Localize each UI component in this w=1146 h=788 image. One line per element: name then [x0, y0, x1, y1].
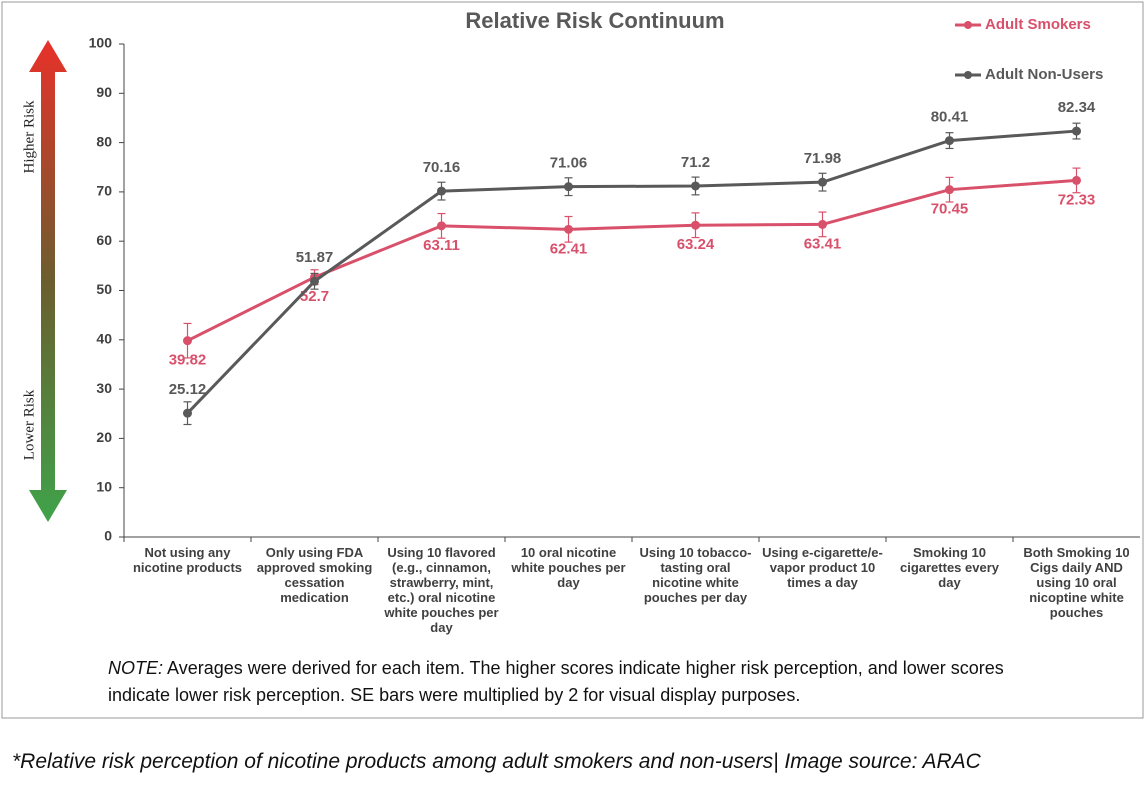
arrow-label-top: Higher Risk	[21, 100, 37, 173]
data-label: 71.2	[681, 154, 710, 171]
point	[945, 136, 954, 146]
x-tick-label: Using 10 tobacco-tasting oral nicotine w…	[639, 545, 752, 605]
data-label: 70.16	[423, 159, 461, 176]
legend-label: Adult Non-Users	[985, 66, 1103, 83]
data-label: 39.82	[169, 352, 207, 369]
chart-title: Relative Risk Continuum	[465, 8, 724, 33]
y-tick-label: 10	[96, 478, 112, 494]
legend-label: Adult Smokers	[985, 16, 1091, 33]
data-label: 63.11	[423, 237, 460, 254]
point	[310, 276, 319, 286]
data-label: 82.34	[1058, 99, 1096, 116]
y-tick-label: 80	[96, 133, 112, 149]
point	[564, 224, 573, 234]
data-label: 62.41	[550, 240, 588, 257]
point	[818, 219, 827, 229]
chart-frame	[1, 1, 1144, 719]
point	[1072, 126, 1081, 136]
x-tick-label: Only using FDA approved smoking cessatio…	[256, 545, 373, 605]
point	[437, 186, 446, 196]
point	[691, 181, 700, 191]
data-label: 72.33	[1058, 191, 1096, 208]
risk-arrow	[29, 40, 67, 522]
point	[437, 221, 446, 231]
point	[564, 182, 573, 192]
y-tick-label: 90	[96, 84, 112, 100]
caption: *Relative risk perception of nicotine pr…	[12, 750, 981, 773]
data-label: 70.45	[931, 201, 969, 218]
point	[183, 408, 192, 418]
arrow-label-bottom: Lower Risk	[21, 389, 37, 460]
series-line	[186, 178, 1077, 343]
data-label: 71.06	[550, 155, 588, 172]
x-tick-label: Not using any nicotine products	[132, 545, 243, 575]
y-tick-label: 0	[104, 528, 112, 544]
note-text: Averages were derived for each item. The…	[108, 658, 1004, 705]
y-tick-label: 60	[96, 232, 112, 248]
legend-marker	[964, 71, 972, 79]
data-label: 51.87	[296, 249, 334, 266]
point	[818, 177, 827, 187]
data-label: 63.24	[677, 236, 715, 253]
x-tick-label: Both Smoking 10 Cigs daily AND using 10 …	[1023, 545, 1130, 620]
note-label: NOTE:	[108, 658, 164, 678]
point	[183, 336, 192, 346]
note: NOTE: Averages were derived for each ite…	[108, 655, 1058, 709]
y-tick-label: 40	[96, 331, 112, 347]
x-tick-label: Using e-cigarette/e-vapor product 10 tim…	[762, 545, 883, 590]
point	[945, 185, 954, 195]
y-tick-label: 100	[89, 35, 113, 51]
series-line	[186, 129, 1077, 415]
y-tick-label: 20	[96, 429, 112, 445]
data-label: 63.41	[804, 235, 842, 252]
y-tick-label: 70	[96, 183, 112, 199]
data-label: 25.12	[169, 381, 207, 398]
x-tick-label: Using 10 flavored (e.g., cinnamon, straw…	[384, 545, 499, 635]
data-label: 52.7	[300, 288, 329, 305]
x-tick-label: Smoking 10 cigarettes every day	[899, 545, 999, 590]
legend-marker	[964, 21, 972, 29]
x-tick-label: 10 oral nicotine white pouches per day	[511, 545, 626, 590]
point	[1072, 175, 1081, 185]
point	[691, 220, 700, 230]
data-label: 80.41	[931, 109, 969, 126]
y-tick-label: 30	[96, 380, 112, 396]
y-tick-label: 50	[96, 281, 112, 297]
data-label: 71.98	[804, 150, 842, 167]
